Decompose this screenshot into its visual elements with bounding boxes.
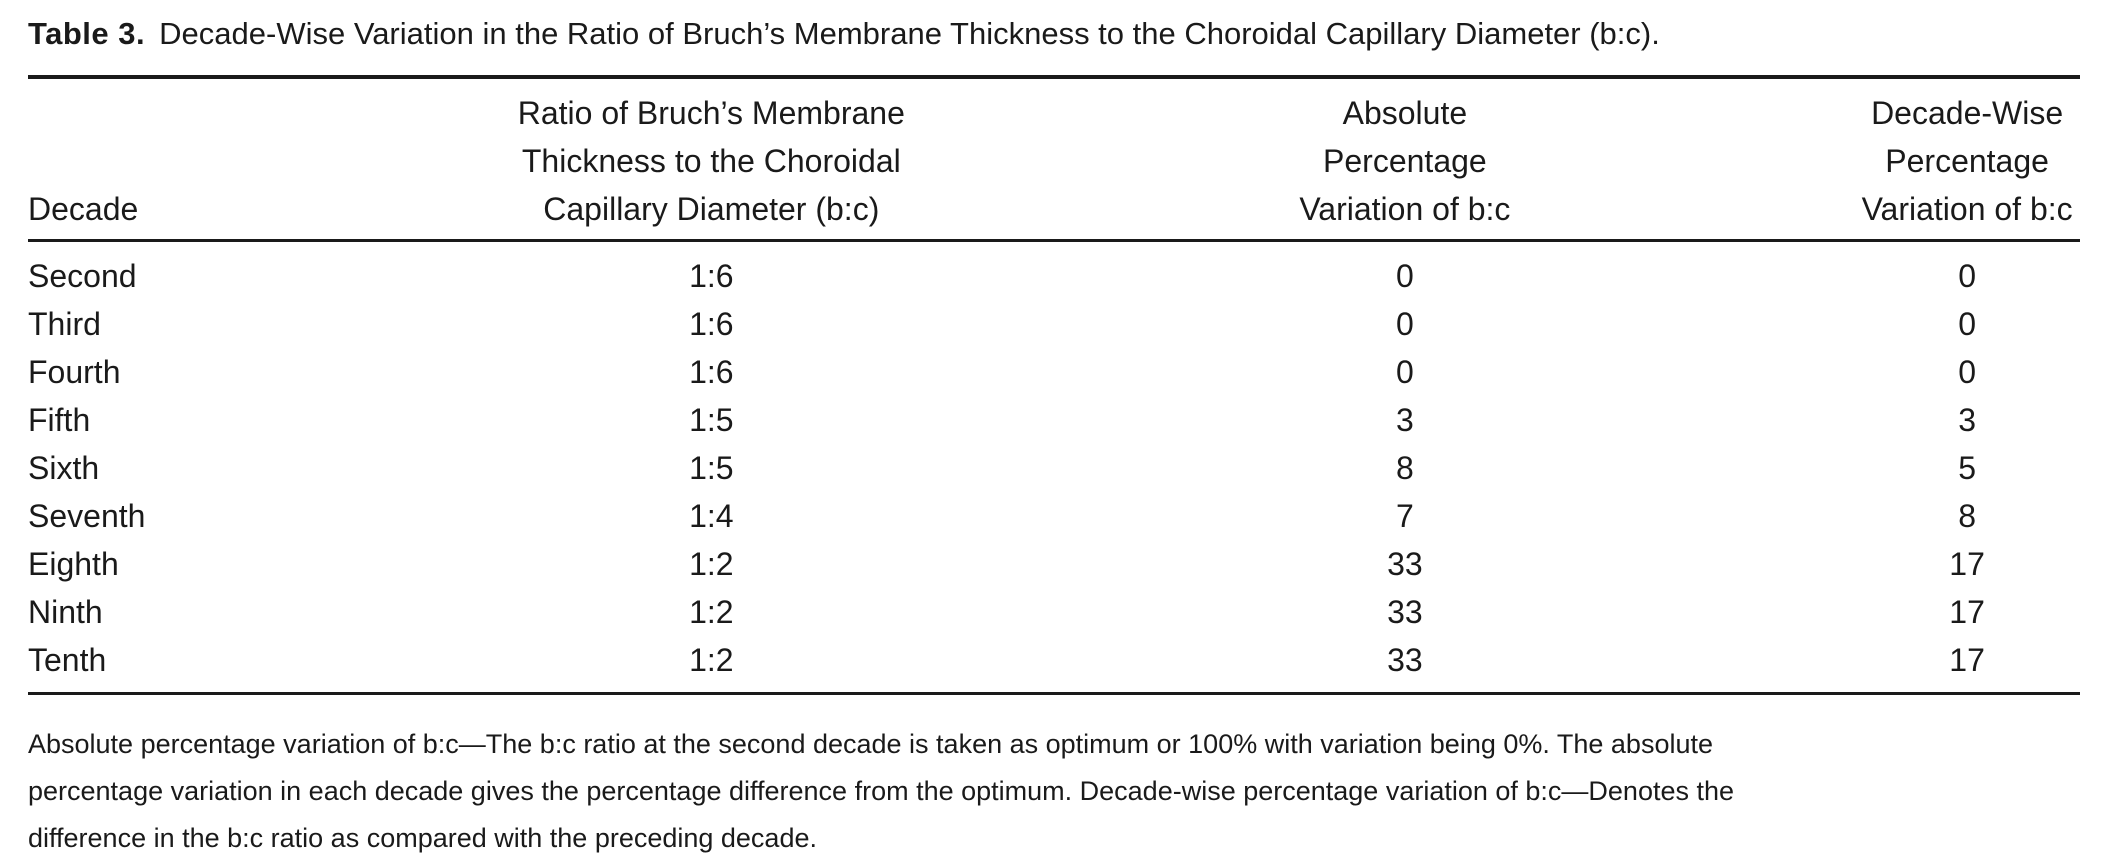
cell-decade: Tenth — [28, 642, 107, 678]
table-caption-label: Table 3. — [28, 16, 146, 51]
cell-absolute-variation: 33 — [1387, 546, 1423, 582]
cell-ratio: 1:2 — [689, 546, 734, 582]
cell-absolute-variation: 3 — [1395, 402, 1414, 438]
cell-ratio: 1:4 — [689, 498, 734, 534]
cell-absolute-variation: 7 — [1395, 498, 1414, 534]
table-row: Eighth 1:2 33 17 — [28, 540, 2080, 588]
cell-decade-wise-variation: 8 — [1958, 498, 1976, 534]
cell-decade-wise-variation: 0 — [1958, 258, 1976, 294]
cell-decade-wise-variation: 0 — [1958, 306, 1976, 342]
table-header: Decade Ratio of Bruch’s Membrane Thickne… — [28, 77, 2080, 242]
footnote-line: percentage variation in each decade give… — [28, 776, 1735, 806]
footnote-line: Absolute percentage variation of b:c—The… — [28, 729, 1713, 759]
cell-absolute-variation: 0 — [1395, 306, 1414, 342]
cell-absolute-variation: 0 — [1395, 354, 1414, 390]
table-footnote: Absolute percentage variation of b:c—The… — [28, 721, 2080, 862]
cell-ratio: 1:6 — [689, 258, 734, 294]
cell-decade-wise-variation: 0 — [1958, 354, 1976, 390]
cell-decade: Fifth — [28, 402, 91, 438]
cell-decade-wise-variation: 3 — [1958, 402, 1976, 438]
cell-absolute-variation: 33 — [1387, 594, 1423, 630]
cell-ratio: 1:6 — [689, 306, 734, 342]
column-header-decade-wise-variation: Decade-Wise Percentage Variation of b:c — [1694, 77, 2080, 242]
table-row: Fourth 1:6 0 0 — [28, 348, 2080, 396]
cell-decade-wise-variation: 17 — [1949, 546, 1985, 582]
data-table: Decade Ratio of Bruch’s Membrane Thickne… — [28, 75, 2080, 695]
table-row: Sixth 1:5 8 5 — [28, 444, 2080, 492]
cell-decade: Seventh — [28, 498, 146, 534]
cell-ratio: 1:6 — [689, 354, 734, 390]
cell-decade-wise-variation: 17 — [1949, 642, 1985, 678]
table-row: Second 1:6 0 0 — [28, 241, 2080, 301]
table-caption-title: Decade-Wise Variation in the Ratio of Br… — [159, 16, 1660, 51]
cell-decade-wise-variation: 17 — [1949, 594, 1985, 630]
footnote-line: difference in the b:c ratio as compared … — [28, 823, 817, 853]
cell-absolute-variation: 8 — [1395, 450, 1414, 486]
cell-ratio: 1:2 — [689, 642, 734, 678]
table-row: Tenth 1:2 33 17 — [28, 636, 2080, 694]
column-header-absolute-variation: Absolute Percentage Variation of b:c — [1115, 77, 1695, 242]
table-caption: Table 3. Decade-Wise Variation in the Rat… — [28, 14, 2080, 54]
cell-ratio: 1:5 — [689, 402, 734, 438]
column-header-decade: Decade — [28, 77, 308, 242]
cell-decade: Third — [28, 306, 101, 342]
table-body: Second 1:6 0 0 Third 1:6 0 0 Fourth 1:6 … — [28, 241, 2080, 694]
cell-absolute-variation: 33 — [1387, 642, 1423, 678]
cell-decade-wise-variation: 5 — [1958, 450, 1976, 486]
cell-decade: Fourth — [28, 354, 121, 390]
table-row: Third 1:6 0 0 — [28, 300, 2080, 348]
cell-decade: Sixth — [28, 450, 100, 486]
table-row: Seventh 1:4 7 8 — [28, 492, 2080, 540]
cell-decade: Second — [28, 258, 137, 294]
cell-absolute-variation: 0 — [1395, 258, 1414, 294]
header-row: Decade Ratio of Bruch’s Membrane Thickne… — [28, 77, 2080, 242]
cell-decade: Eighth — [28, 546, 119, 582]
cell-ratio: 1:2 — [689, 594, 734, 630]
column-header-ratio: Ratio of Bruch’s Membrane Thickness to t… — [307, 77, 1116, 242]
cell-decade: Ninth — [28, 594, 103, 630]
table-row: Ninth 1:2 33 17 — [28, 588, 2080, 636]
table-row: Fifth 1:5 3 3 — [28, 396, 2080, 444]
cell-ratio: 1:5 — [689, 450, 734, 486]
